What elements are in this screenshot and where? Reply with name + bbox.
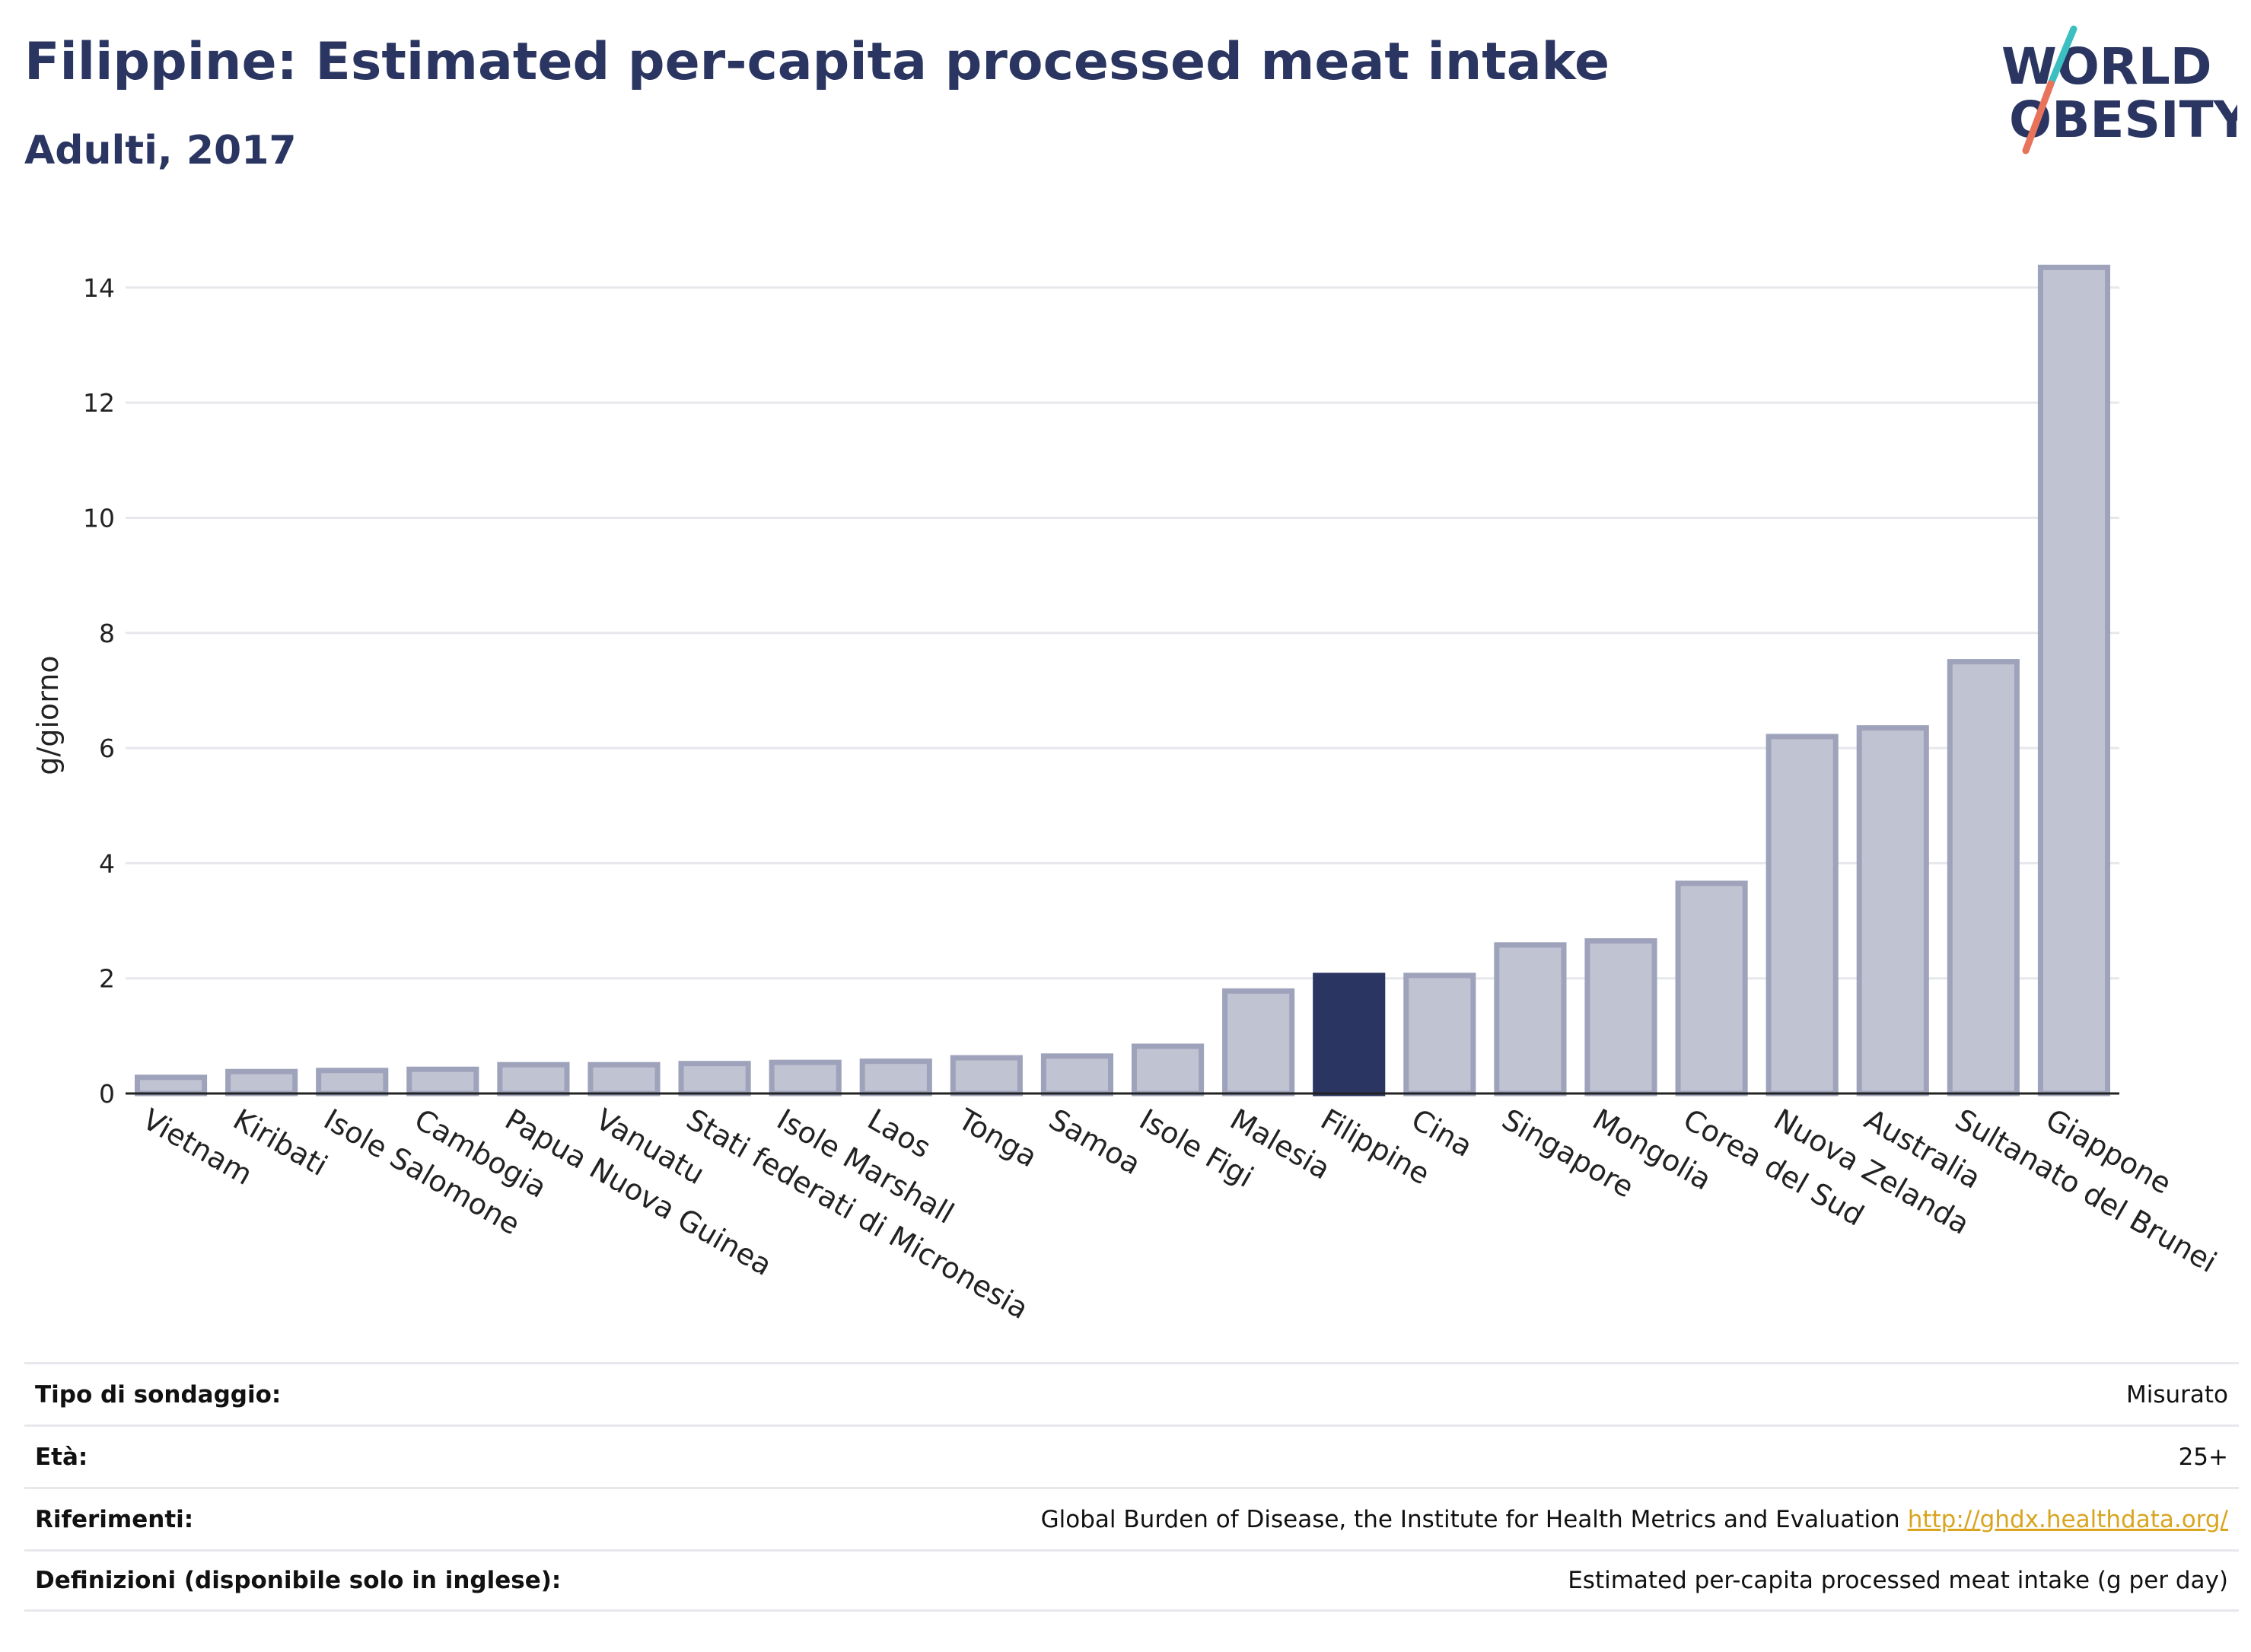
bar-laos [859, 1058, 932, 1097]
bar-filippine [1313, 972, 1386, 1097]
y-tick-label: 8 [99, 619, 115, 648]
bar-isole-figi [1131, 1043, 1205, 1097]
chart-subtitle: Adulti, 2017 [24, 128, 297, 173]
info-table: Tipo di sondaggio: Misurato Età: 25+ Rif… [24, 1362, 2239, 1612]
y-tick-label: 2 [99, 964, 115, 994]
info-row-references: Riferimenti: Global Burden of Disease, t… [24, 1487, 2239, 1549]
info-value: Misurato [2125, 1380, 2228, 1408]
bar-vietnam [134, 1074, 208, 1097]
info-key: Età: [35, 1443, 88, 1471]
bar-vanuatu [587, 1062, 661, 1097]
bar-cambogia [406, 1066, 479, 1097]
bar-corea-del-sud [1675, 880, 1748, 1097]
y-tick-label: 4 [99, 848, 115, 878]
y-tick-label: 14 [83, 273, 115, 303]
info-value: 25+ [2178, 1443, 2228, 1471]
reference-link[interactable]: http://ghdx.healthdata.org/ [1907, 1505, 2228, 1533]
bar-isole-marshall [769, 1059, 842, 1097]
info-row-age: Età: 25+ [24, 1424, 2239, 1487]
info-value: Estimated per-capita processed meat inta… [1568, 1567, 2228, 1594]
bar-cina [1403, 972, 1476, 1097]
y-tick-label: 6 [99, 734, 115, 763]
chart-title: Filippine: Estimated per-capita processe… [24, 32, 1610, 92]
bar-stati-federati-di-micronesia [678, 1061, 751, 1097]
y-axis-label: g/giorno [31, 655, 65, 775]
info-key: Definizioni (disponibile solo in inglese… [35, 1567, 562, 1594]
info-key: Riferimenti: [35, 1505, 194, 1533]
reference-text: Global Burden of Disease, the Institute … [1040, 1505, 1900, 1533]
bar-giappone [2037, 264, 2111, 1097]
y-tick-label: 10 [83, 503, 115, 533]
bar-kiribati [225, 1068, 298, 1097]
bar-isole-salomone [316, 1068, 389, 1097]
x-tick-label: Tonga [952, 1102, 1043, 1173]
info-row-survey: Tipo di sondaggio: Misurato [24, 1362, 2239, 1424]
bar-nuova-zelanda [1765, 734, 1839, 1097]
info-key: Tipo di sondaggio: [35, 1380, 282, 1408]
bars-layer [134, 264, 2111, 1097]
logo-slash-teal [2047, 25, 2077, 88]
world-obesity-logo: WORLD OBESITY [2001, 25, 2237, 154]
bar-tonga [950, 1055, 1023, 1097]
bar-samoa [1040, 1053, 1114, 1097]
bar-australia [1856, 725, 1929, 1097]
grid-layer [126, 286, 2119, 980]
bar-mongolia [1584, 938, 1657, 1097]
x-tick-label: Samoa [1043, 1103, 1146, 1182]
bar-singapore [1494, 942, 1567, 1097]
logo-slash-coral [2022, 80, 2055, 154]
logo-line1: WORLD [2001, 37, 2212, 96]
info-row-definitions: Definizioni (disponibile solo in inglese… [24, 1549, 2239, 1612]
y-tick-label: 0 [99, 1079, 115, 1109]
info-value-references: Global Burden of Disease, the Institute … [1041, 1506, 2228, 1533]
bar-papua-nuova-guinea [497, 1062, 570, 1097]
bar-malesia [1222, 988, 1295, 1097]
bar-sultanato-del-brunei [1947, 659, 2020, 1097]
y-tick-label: 12 [83, 388, 115, 418]
